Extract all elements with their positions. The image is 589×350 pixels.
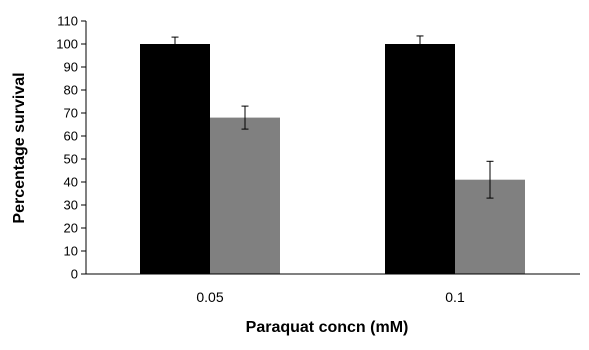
x-axis-title: Paraquat concn (mM) (246, 319, 409, 336)
y-tick-label: 60 (64, 129, 78, 144)
y-axis-title: Percentage survival (11, 72, 28, 223)
y-tick-label: 10 (64, 244, 78, 259)
y-tick-label: 80 (64, 83, 78, 98)
y-tick-label: 40 (64, 175, 78, 190)
error-bars-layer (171, 35, 494, 199)
x-categories: 0.05 0.1 (196, 289, 465, 305)
y-tick-label: 110 (57, 14, 78, 29)
bar-series1-0.1 (385, 44, 455, 274)
x-category-label: 0.05 (196, 289, 223, 305)
y-tick-label: 70 (64, 106, 78, 121)
y-ticks: 0 10 20 30 40 50 60 70 80 90 100 110 (56, 14, 86, 282)
bar-series2-0.05 (210, 117, 280, 274)
y-tick-label: 90 (64, 60, 78, 75)
y-tick-label: 50 (64, 152, 78, 167)
y-tick-label: 30 (64, 198, 78, 213)
y-tick-label: 0 (71, 267, 78, 282)
y-tick-label: 20 (64, 221, 78, 236)
y-tick-label: 100 (56, 37, 78, 52)
bars-layer (140, 44, 525, 274)
x-category-label: 0.1 (445, 289, 465, 305)
bar-series1-0.05 (140, 44, 210, 274)
